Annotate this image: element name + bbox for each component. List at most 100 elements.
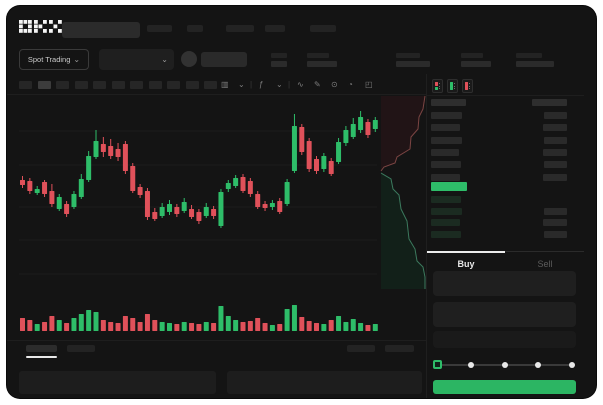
timeframe-button[interactable] — [19, 81, 32, 89]
slider-stop[interactable] — [569, 362, 575, 368]
orderbook-bids-icon-lines — [454, 82, 455, 90]
buy-button[interactable] — [433, 380, 576, 394]
logo-block — [43, 29, 47, 33]
timeframe-button[interactable] — [74, 81, 88, 89]
draw-tool-icon[interactable]: ✎ — [314, 80, 321, 89]
depth-asks-line — [380, 95, 426, 172]
amount-input[interactable] — [433, 302, 576, 327]
timeframe-button[interactable] — [148, 81, 162, 89]
total-field[interactable] — [433, 331, 576, 348]
market-type-dropdown[interactable]: Spot Trading ⌄ — [19, 49, 89, 70]
search-input[interactable] — [62, 22, 140, 38]
orders-panel — [19, 371, 216, 394]
ask-size-bar — [543, 124, 567, 132]
slider-stop[interactable] — [467, 362, 474, 368]
candle — [372, 120, 378, 129]
timeframe-button[interactable] — [130, 81, 143, 89]
logo-block — [53, 24, 58, 29]
candle — [122, 144, 128, 171]
orders-tab[interactable] — [26, 345, 57, 352]
volume-bar — [314, 323, 319, 331]
tab-buy[interactable]: Buy — [457, 259, 475, 269]
nav-item[interactable] — [147, 25, 172, 32]
chevron-down-icon: ⌄ — [161, 54, 168, 64]
okx-logo — [19, 20, 62, 33]
candle — [108, 146, 114, 156]
candle — [336, 142, 342, 162]
price-input[interactable] — [433, 271, 576, 296]
volume-bar — [343, 322, 349, 331]
orderbook-asks-icon-colors — [465, 82, 468, 90]
orders-action[interactable] — [347, 345, 375, 352]
volume-bar — [34, 324, 40, 331]
candle — [218, 192, 224, 226]
logo-block — [49, 20, 53, 24]
candle — [49, 191, 55, 204]
orderbook-col-header — [431, 99, 466, 106]
orderbook-combined-icon-colors — [435, 82, 438, 90]
timeframe-button[interactable] — [167, 81, 180, 89]
orderbook-bids-icon[interactable] — [447, 79, 458, 93]
bid-size-bar — [544, 231, 567, 239]
bid-size-bar — [544, 207, 567, 215]
screenshot-icon[interactable]: ⊙ — [331, 80, 338, 89]
orders-tab[interactable] — [67, 345, 95, 352]
amount-slider[interactable] — [433, 358, 576, 372]
volume-bar — [27, 320, 33, 331]
fullscreen-icon[interactable]: ◰ — [365, 80, 373, 89]
slider-handle[interactable] — [433, 360, 442, 369]
chevron-down-icon[interactable]: ⌄ — [238, 80, 245, 89]
orderbook-bids-icon-colors — [450, 82, 453, 90]
nav-item[interactable] — [187, 25, 203, 32]
volume-bar — [203, 322, 209, 331]
stat-label — [461, 53, 483, 58]
candlestick-chart[interactable] — [7, 6, 596, 398]
orderbook-combined-icon[interactable] — [432, 79, 443, 93]
volume-bar — [189, 323, 195, 331]
chart-style-icon[interactable]: ▥ — [221, 80, 229, 89]
candle — [350, 124, 356, 137]
logo-block — [58, 20, 62, 24]
nav-item[interactable] — [310, 25, 336, 32]
slider-stop[interactable] — [535, 362, 542, 368]
timeframe-button[interactable] — [56, 81, 69, 89]
ask-size-bar — [544, 136, 567, 144]
orderbook-asks-icon-lines — [469, 82, 470, 90]
candle — [174, 207, 180, 214]
timeframe-button[interactable] — [111, 81, 125, 89]
volume-bar — [42, 322, 48, 331]
candle — [78, 179, 84, 197]
market-type-label: Spot Trading — [27, 55, 71, 64]
volume-bar — [174, 324, 180, 331]
orders-action[interactable] — [385, 345, 414, 352]
timer-icon[interactable]: ◔ — [348, 80, 353, 89]
nav-item[interactable] — [226, 25, 254, 32]
active-tab-indicator — [427, 251, 505, 253]
volume-bar — [167, 323, 172, 331]
pair-selector-dropdown[interactable]: ⌄ — [99, 49, 174, 70]
ask-size-bar — [544, 112, 567, 119]
ask-size-bar — [543, 148, 567, 156]
line-tool-icon[interactable]: ∿ — [297, 80, 304, 89]
indicators-icon[interactable]: ƒ — [259, 80, 264, 89]
orderbook-col-header — [532, 99, 567, 106]
nav-item[interactable] — [265, 25, 285, 32]
slider-stop[interactable] — [501, 362, 508, 368]
tab-sell[interactable]: Sell — [537, 259, 553, 269]
stat-label — [307, 53, 329, 58]
candle — [100, 144, 106, 152]
candle — [233, 178, 239, 186]
volume-bar — [159, 322, 165, 331]
depth-bids-area — [381, 173, 425, 289]
logo-block — [28, 29, 32, 33]
timeframe-button[interactable] — [204, 81, 217, 89]
timeframe-button[interactable] — [37, 81, 51, 89]
candle — [130, 166, 136, 191]
volume-bar — [321, 324, 327, 331]
timeframe-button[interactable] — [185, 81, 199, 89]
orderbook-asks-icon[interactable] — [462, 79, 473, 93]
timeframe-button[interactable] — [93, 81, 106, 89]
candle — [115, 149, 121, 157]
chevron-down-icon[interactable]: ⌄ — [276, 80, 283, 89]
